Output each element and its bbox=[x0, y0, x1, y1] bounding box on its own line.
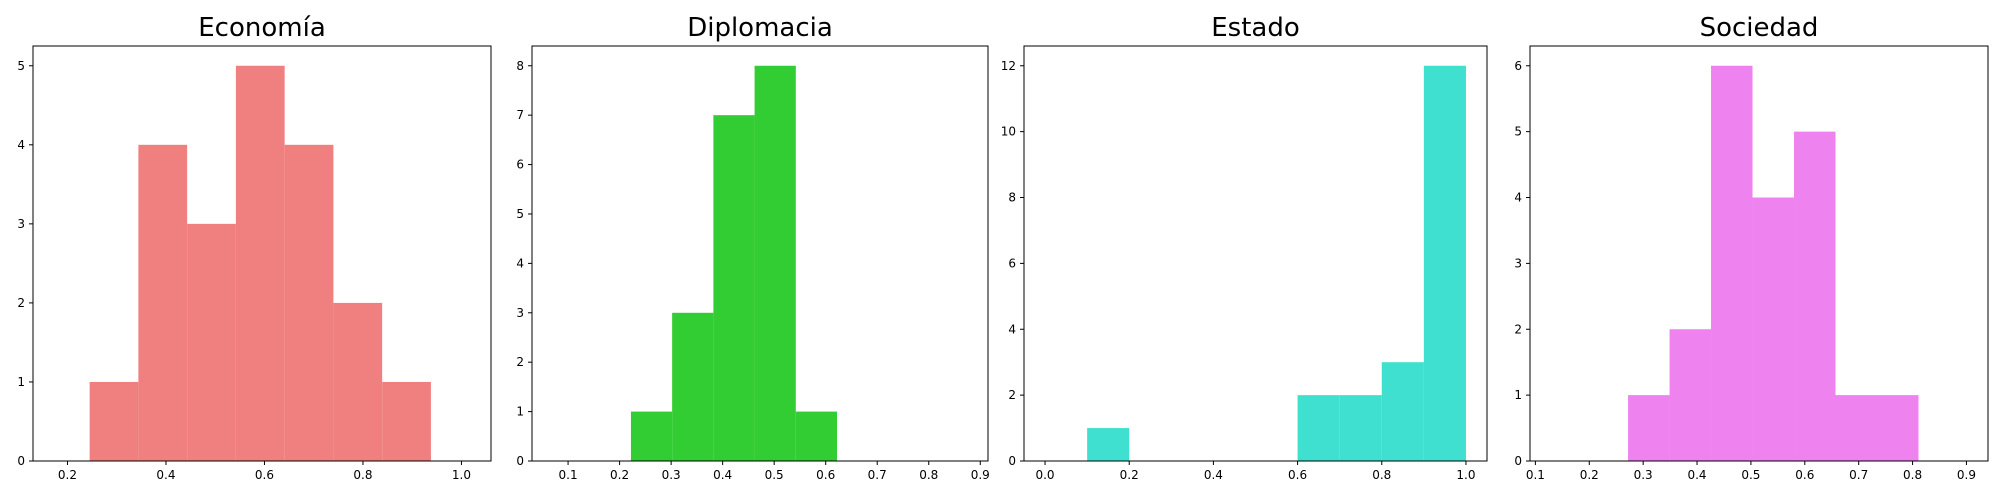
x-tick-label: 0.8 bbox=[919, 468, 938, 482]
y-tick-label: 4 bbox=[1008, 322, 1016, 336]
histogram-bar bbox=[1711, 65, 1753, 461]
y-tick-label: 0 bbox=[1514, 454, 1522, 468]
panel-title: Diplomacia bbox=[687, 13, 833, 43]
y-tick-label: 6 bbox=[1514, 59, 1522, 73]
panel-title: Economía bbox=[198, 13, 326, 43]
plot-frame bbox=[1023, 45, 1488, 462]
y-tick-label: 1 bbox=[17, 375, 25, 389]
x-tick-label: 0.7 bbox=[868, 468, 887, 482]
histogram-panel: 0.1 0.2 0.3 0.4 0.5 0.6 0.7 0.8 0.9 0 1 2 3 4 5 6 7 8 Dipl… bbox=[516, 13, 989, 482]
histogram-bar bbox=[1297, 395, 1340, 461]
x-tick-label: 0.1 bbox=[559, 468, 578, 482]
x-tick-label: 0.5 bbox=[1741, 468, 1760, 482]
y-tick-label: 5 bbox=[516, 207, 524, 221]
x-tick-label: 0.7 bbox=[1849, 468, 1868, 482]
histogram-panel: 0.0 0.2 0.4 0.6 0.8 1.0 0 2 4 6 8 10 12 Estado bbox=[1001, 13, 1488, 482]
y-tick-label: 0 bbox=[17, 454, 25, 468]
y-tick-label: 1 bbox=[1514, 388, 1522, 402]
x-tick-label: 0.4 bbox=[713, 468, 732, 482]
y-tick-label: 3 bbox=[516, 306, 524, 320]
y-tick-label: 1 bbox=[516, 405, 524, 419]
histogram-bar bbox=[235, 65, 285, 461]
histogram-bar bbox=[630, 411, 673, 461]
x-tick-label: 0.4 bbox=[1204, 468, 1223, 482]
y-tick-label: 4 bbox=[1514, 191, 1522, 205]
plot-frame bbox=[1529, 45, 1989, 462]
x-tick-label: 0.6 bbox=[816, 468, 835, 482]
y-tick-label: 12 bbox=[1001, 59, 1016, 73]
y-tick-label: 0 bbox=[1008, 454, 1016, 468]
x-tick-label: 0.4 bbox=[1687, 468, 1706, 482]
histogram-bar bbox=[1628, 395, 1670, 461]
x-tick-label: 0.2 bbox=[1120, 468, 1139, 482]
x-tick-label: 0.3 bbox=[662, 468, 681, 482]
x-tick-label: 0.8 bbox=[353, 468, 372, 482]
x-tick-label: 0.4 bbox=[156, 468, 175, 482]
x-tick-label: 0.9 bbox=[971, 468, 990, 482]
x-tick-label: 0.1 bbox=[1526, 468, 1545, 482]
x-tick-label: 0.6 bbox=[255, 468, 274, 482]
histogram-bar bbox=[1087, 428, 1130, 461]
histogram-bar bbox=[672, 312, 714, 461]
histogram-bar bbox=[754, 65, 796, 461]
histogram-bar bbox=[1794, 131, 1836, 461]
x-tick-label: 0.5 bbox=[765, 468, 784, 482]
histogram-bar bbox=[89, 381, 139, 461]
y-tick-label: 4 bbox=[516, 256, 524, 270]
y-tick-label: 2 bbox=[1008, 388, 1016, 402]
plot-frame bbox=[32, 45, 492, 462]
x-tick-label: 0.6 bbox=[1795, 468, 1814, 482]
histogram-bar bbox=[138, 144, 188, 461]
y-tick-label: 5 bbox=[17, 59, 25, 73]
x-tick-label: 0.2 bbox=[58, 468, 77, 482]
histogram-bar bbox=[795, 411, 838, 461]
histogram-bar bbox=[1381, 362, 1424, 461]
x-tick-label: 0.9 bbox=[1957, 468, 1976, 482]
panel-title: Sociedad bbox=[1700, 13, 1819, 43]
y-tick-label: 2 bbox=[1514, 322, 1522, 336]
x-tick-label: 0.2 bbox=[1580, 468, 1599, 482]
y-tick-label: 4 bbox=[17, 138, 25, 152]
x-tick-label: 0.8 bbox=[1372, 468, 1391, 482]
panel-title: Estado bbox=[1211, 13, 1300, 43]
histogram-panel: 0.1 0.2 0.3 0.4 0.5 0.6 0.7 0.8 0.9 0 1 2 3 4 5 6 Socied… bbox=[1514, 13, 1989, 482]
x-tick-label: 0.0 bbox=[1035, 468, 1054, 482]
histogram-bar bbox=[1877, 395, 1919, 461]
x-tick-label: 0.6 bbox=[1288, 468, 1307, 482]
y-tick-label: 10 bbox=[1001, 125, 1016, 139]
x-tick-label: 0.8 bbox=[1903, 468, 1922, 482]
histogram-bar bbox=[284, 144, 334, 461]
histogram-bar bbox=[1835, 395, 1877, 461]
x-tick-label: 1.0 bbox=[1456, 468, 1475, 482]
y-tick-label: 8 bbox=[1008, 191, 1016, 205]
y-tick-label: 3 bbox=[17, 217, 25, 231]
y-tick-label: 2 bbox=[516, 355, 524, 369]
y-tick-label: 2 bbox=[17, 296, 25, 310]
x-tick-label: 0.2 bbox=[610, 468, 629, 482]
y-tick-label: 6 bbox=[1008, 256, 1016, 270]
histogram-bar bbox=[1669, 329, 1712, 461]
x-tick-label: 1.0 bbox=[452, 468, 471, 482]
y-tick-label: 5 bbox=[1514, 125, 1522, 139]
y-tick-label: 6 bbox=[516, 158, 524, 172]
plot-frame bbox=[531, 45, 989, 462]
histogram-bar bbox=[1752, 197, 1795, 461]
histogram-bar bbox=[187, 223, 236, 461]
histogram-bar bbox=[1423, 65, 1466, 461]
x-tick-label: 0.3 bbox=[1634, 468, 1653, 482]
histogram-panel: 0.2 0.4 0.6 0.8 1.0 0 1 2 3 4 5 Economía bbox=[17, 13, 492, 482]
histogram-bar bbox=[1339, 395, 1382, 461]
histogram-bar bbox=[333, 302, 383, 461]
y-tick-label: 7 bbox=[516, 108, 524, 122]
histogram-bar bbox=[713, 115, 755, 462]
histogram-bar bbox=[382, 381, 431, 461]
y-tick-label: 8 bbox=[516, 59, 524, 73]
y-tick-label: 0 bbox=[516, 454, 524, 468]
y-tick-label: 3 bbox=[1514, 256, 1522, 270]
